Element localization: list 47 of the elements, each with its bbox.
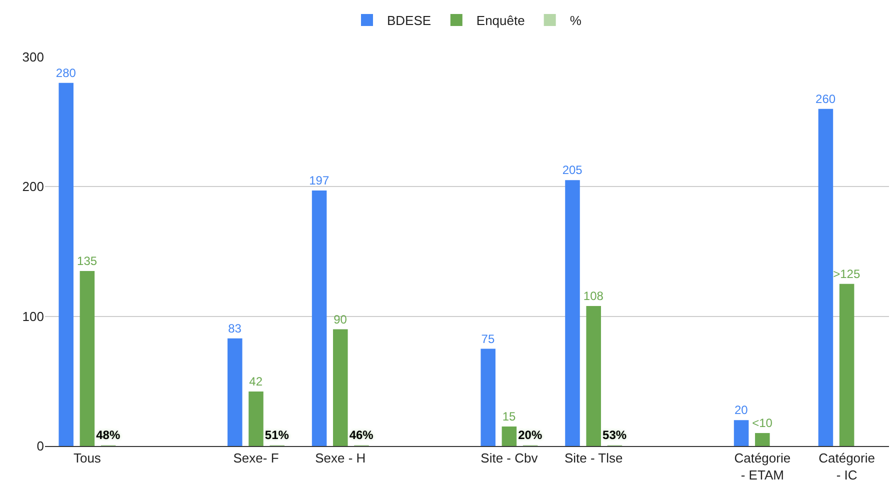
legend-label: Enquête bbox=[476, 13, 525, 28]
data-label: >125 bbox=[833, 266, 860, 281]
data-label: 15 bbox=[502, 410, 516, 424]
data-label: 20 bbox=[734, 403, 748, 418]
data-label: 135 bbox=[77, 254, 98, 268]
bar bbox=[818, 108, 834, 446]
data-label: 197 bbox=[309, 174, 330, 188]
bar bbox=[333, 329, 348, 446]
bar bbox=[80, 270, 95, 446]
bar bbox=[58, 82, 74, 446]
data-label: 75 bbox=[481, 332, 495, 346]
data-label: 260 bbox=[816, 92, 836, 106]
x-tick-label: Sexe - H bbox=[315, 450, 366, 466]
bar bbox=[565, 180, 580, 446]
bar bbox=[248, 392, 264, 446]
x-tick-label: Tous bbox=[73, 450, 102, 466]
bar bbox=[839, 284, 854, 446]
data-label: <10 bbox=[752, 416, 773, 430]
bar bbox=[312, 190, 327, 446]
data-label: 90 bbox=[334, 312, 348, 326]
x-tick-label: Sexe- F bbox=[233, 450, 279, 466]
data-label: 280 bbox=[56, 66, 76, 80]
y-tick-label: 200 bbox=[22, 179, 44, 194]
data-label: 83 bbox=[228, 321, 242, 336]
x-tick-label: Site - Tlse bbox=[564, 450, 623, 466]
legend-label: BDESE bbox=[387, 13, 432, 28]
data-label: 46% bbox=[349, 428, 374, 442]
bar bbox=[586, 306, 601, 446]
x-tick-label: Site - Cbv bbox=[480, 450, 538, 466]
data-label: 205 bbox=[562, 163, 583, 178]
bar bbox=[755, 433, 770, 446]
data-label: 108 bbox=[583, 288, 604, 303]
bar bbox=[228, 338, 242, 446]
data-label: 42 bbox=[249, 374, 263, 389]
data-label: 51% bbox=[264, 428, 290, 442]
y-tick-label: 300 bbox=[22, 50, 44, 65]
data-label: 53% bbox=[602, 428, 627, 442]
bar bbox=[734, 420, 749, 446]
data-label: 48% bbox=[96, 428, 120, 442]
x-tick-label: Catégorie - IC bbox=[818, 450, 875, 482]
bar bbox=[480, 348, 496, 446]
legend-label: % bbox=[570, 13, 582, 28]
data-label: 20% bbox=[518, 428, 542, 442]
y-tick-label: 0 bbox=[36, 438, 44, 454]
bar bbox=[502, 426, 517, 446]
y-tick-label: 100 bbox=[22, 308, 44, 324]
x-tick-label: Catégorie - ETAM bbox=[734, 450, 791, 482]
